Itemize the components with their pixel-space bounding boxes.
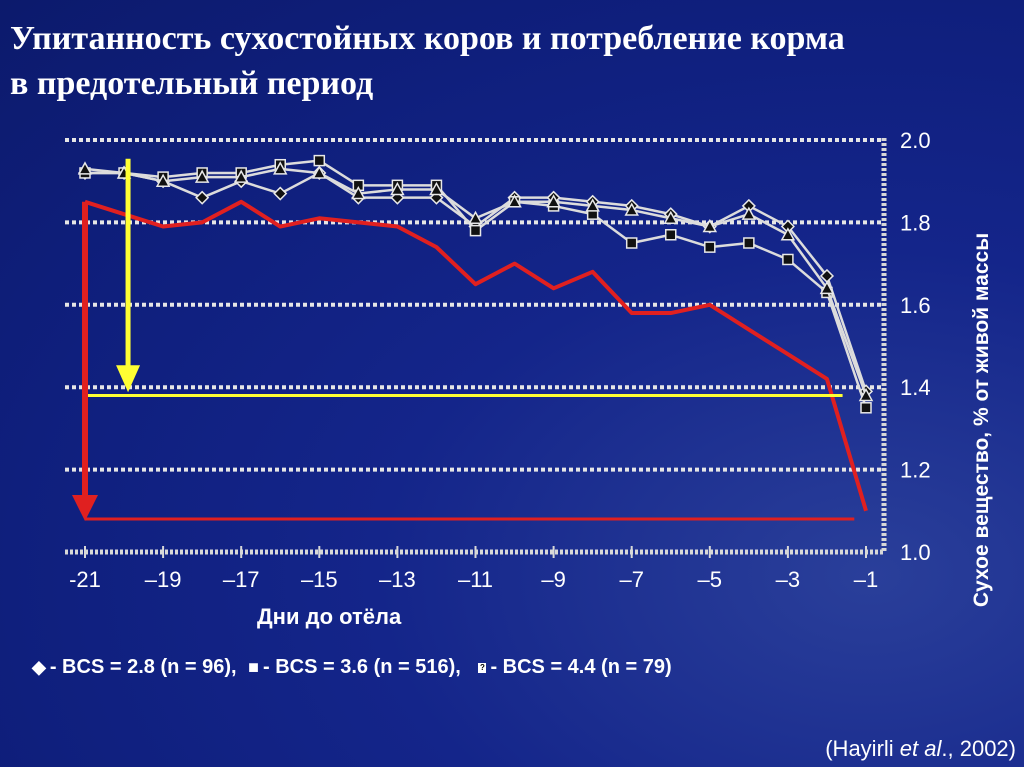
series-2-point-11 <box>507 194 522 208</box>
x-tick-label-10: –1 <box>854 567 878 592</box>
series-2-point-12 <box>546 194 561 208</box>
tick-labels: -21 –19 –17 –15 –13 –11 –9 –7 –5 –3 –1 2.0 1.8 1.6 1.4… <box>69 128 930 592</box>
y-tick-label-2: 1.6 <box>900 293 931 318</box>
series-2-point-6 <box>312 165 327 179</box>
citation-prefix: (Hayirli <box>825 736 900 761</box>
series-1-point-10 <box>469 224 482 237</box>
y-axis-label: Сухое вещество, % от живой массы <box>970 232 993 608</box>
legend-label-3: - BCS = 4.4 (n = 79) <box>490 656 672 678</box>
series-0-point-5 <box>273 186 288 201</box>
x-tick-label-4: –13 <box>379 567 416 592</box>
series-1-point-18 <box>782 253 794 266</box>
yellow-arrow-head <box>116 365 141 393</box>
red-arrow-head <box>72 495 98 522</box>
series-0-point-3 <box>195 190 210 205</box>
series-2-point-5 <box>272 161 288 175</box>
legend-label-1: - BCS = 2.8 (n = 96), <box>49 656 237 678</box>
x-tick-label-6: –9 <box>541 567 565 592</box>
y-tick-label-1: 1.8 <box>900 210 931 235</box>
legend: ◆ - BCS = 2.8 (n = 96), ■ - BCS = 3.6 (n =… <box>32 656 678 679</box>
series-2-point-13 <box>585 198 600 212</box>
x-axis-label: Дни до отёла <box>257 604 402 629</box>
title-line-2: в предотельный период <box>10 65 374 102</box>
series-1-point-15 <box>665 229 677 241</box>
series-2-point-17 <box>741 206 757 220</box>
square-marker-icon: ■ <box>248 657 260 677</box>
series-2-point-8 <box>390 181 405 196</box>
series-1-point-14 <box>625 237 638 249</box>
series-2-point-2 <box>155 173 171 187</box>
slide-title: Упитанность сухостойных коров и потребле… <box>10 16 1010 106</box>
x-tick-label-9: –3 <box>776 567 800 592</box>
title-line-1: Упитанность сухостойных коров и потребле… <box>10 20 845 57</box>
y-tick-label-5: 1.0 <box>900 540 931 565</box>
legend-label-2: - BCS = 3.6 (n = 516), <box>263 656 461 678</box>
citation-italic: et al <box>899 736 942 761</box>
series-1-point-20 <box>860 402 872 414</box>
legend-item-bcs-3-6: ■ - BCS = 3.6 (n = 516), <box>248 656 461 679</box>
legend-item-bcs-2-8: ◆ - BCS = 2.8 (n = 96), <box>32 656 237 679</box>
series-2-point-19 <box>819 280 835 295</box>
missing-glyph-marker-icon: ? <box>478 662 487 673</box>
y-tick-label-3: 1.4 <box>900 375 931 400</box>
series-layer <box>77 154 874 512</box>
x-tick-label-0: -21 <box>69 567 101 592</box>
series-2-point-10 <box>468 210 483 225</box>
citation-suffix: ., 2002) <box>941 736 1016 761</box>
x-tick-label-8: –5 <box>698 567 722 592</box>
y-tick-label-4: 1.2 <box>900 458 931 483</box>
series-line-3 <box>84 199 868 512</box>
series-2-point-18 <box>780 227 796 241</box>
axes <box>65 138 887 558</box>
x-tick-label-1: –19 <box>145 567 182 592</box>
x-tick-label-7: –7 <box>619 567 643 592</box>
series-2-point-7 <box>351 185 366 200</box>
series-2-point-15 <box>663 210 679 225</box>
diamond-marker-icon: ◆ <box>32 657 46 677</box>
x-tick-label-3: –15 <box>301 567 338 592</box>
grid-lines <box>65 138 884 472</box>
x-tick-label-2: –17 <box>223 567 260 592</box>
series-2-point-3 <box>194 169 210 183</box>
series-2-point-14 <box>624 202 639 216</box>
series-2-point-9 <box>429 181 444 196</box>
y-tick-label-0: 2.0 <box>900 128 931 153</box>
series-2-point-4 <box>233 169 249 183</box>
series-1-point-6 <box>313 154 326 167</box>
series-2-point-20 <box>858 387 874 402</box>
annotation-layer <box>72 158 855 522</box>
legend-item-bcs-4-4: ? - BCS = 4.4 (n = 79) <box>472 656 672 679</box>
series-1-point-16 <box>704 241 716 253</box>
series-1-point-17 <box>743 237 755 249</box>
series-2-point-16 <box>702 218 718 233</box>
x-tick-label-5: –11 <box>458 567 493 592</box>
citation: (Hayirli et al., 2002) <box>825 736 1016 762</box>
series-2-point-0 <box>77 161 93 175</box>
